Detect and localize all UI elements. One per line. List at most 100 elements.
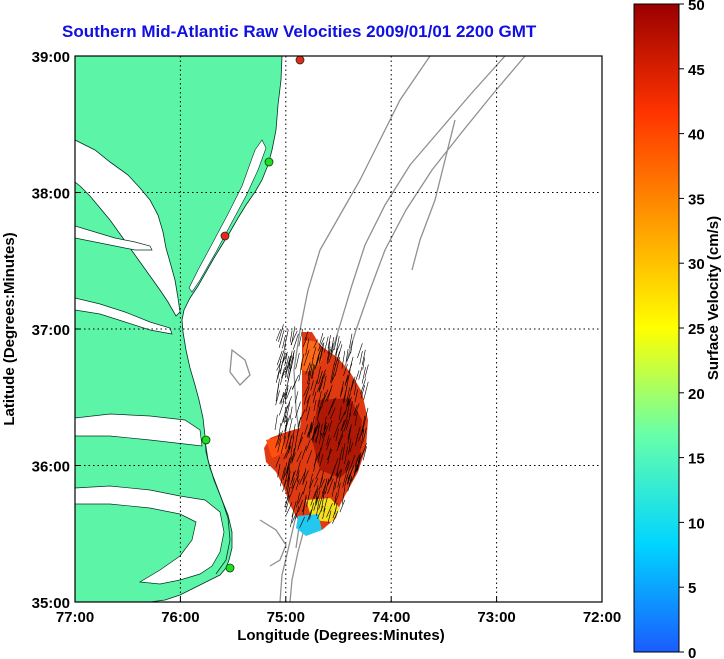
velocity-vector xyxy=(309,473,313,489)
colorbar-tick-label: 10 xyxy=(688,515,705,532)
velocity-vector xyxy=(363,407,369,427)
velocity-vector xyxy=(315,488,319,504)
velocity-vector xyxy=(340,381,345,395)
velocity-vector xyxy=(344,459,350,471)
velocity-vector xyxy=(332,508,337,519)
velocity-vector xyxy=(313,339,318,349)
velocity-vector xyxy=(325,478,330,494)
velocity-vector xyxy=(320,491,325,512)
velocity-vector xyxy=(316,498,320,517)
lat-tick-label: 39:00 xyxy=(32,49,70,66)
velocity-vector xyxy=(313,477,319,488)
velocity-vector xyxy=(280,345,286,360)
velocity-vector xyxy=(311,363,315,379)
velocity-vector xyxy=(344,399,350,416)
velocity-vector xyxy=(345,348,349,362)
velocity-vector xyxy=(314,484,319,499)
velocity-vector xyxy=(327,341,331,354)
velocity-vector xyxy=(294,391,299,404)
velocity-vector xyxy=(354,389,358,403)
velocity-vector xyxy=(298,436,304,448)
velocity-vector xyxy=(337,482,341,495)
velocity-vector xyxy=(295,352,300,370)
velocity-vector xyxy=(340,419,345,432)
velocity-vector xyxy=(335,428,339,442)
velocity-vector xyxy=(319,332,324,346)
colorbar-tick-label: 5 xyxy=(688,580,696,597)
velocity-vector xyxy=(335,457,341,476)
velocity-vector xyxy=(364,364,369,378)
velocity-vector xyxy=(326,384,333,402)
velocity-vector xyxy=(358,449,365,463)
velocity-vector xyxy=(307,424,314,438)
velocity-vector xyxy=(287,355,291,367)
velocity-vector xyxy=(330,373,336,384)
velocity-vector xyxy=(290,470,296,486)
velocity-vector xyxy=(306,489,311,507)
velocity-vector xyxy=(354,370,360,384)
velocity-vector xyxy=(338,406,342,421)
velocity-vector xyxy=(333,334,338,350)
velocity-vector xyxy=(346,387,351,402)
velocity-vector xyxy=(323,389,329,400)
velocity-vector xyxy=(324,389,332,402)
velocity-vector xyxy=(283,385,288,398)
velocity-vector xyxy=(319,423,323,436)
velocity-vector xyxy=(284,359,291,376)
velocity-vector xyxy=(332,510,339,524)
colorbar-tick-label: 20 xyxy=(688,386,705,403)
velocity-vector xyxy=(318,370,323,384)
velocity-vector xyxy=(317,376,324,393)
velocity-vector xyxy=(286,456,293,474)
velocity-vector xyxy=(324,336,329,353)
outer-banks xyxy=(204,439,231,575)
velocity-vector xyxy=(298,491,304,504)
colorbar-label: Surface Velocity (cm/s) xyxy=(705,216,722,380)
velocity-vector xyxy=(354,411,358,426)
velocity-vector xyxy=(295,479,300,490)
velocity-vector xyxy=(316,366,321,385)
map-content xyxy=(75,56,602,602)
velocity-vector xyxy=(282,462,288,480)
velocity-vector xyxy=(277,463,281,478)
velocity-vector xyxy=(335,336,340,354)
velocity-vector xyxy=(304,386,310,401)
velocity-vector xyxy=(362,357,365,370)
colorbar-tick-label: 35 xyxy=(688,191,705,208)
velocity-vector xyxy=(317,447,322,463)
x-axis-label: Longitude (Degrees:Minutes) xyxy=(237,627,445,644)
velocity-vector xyxy=(349,454,356,470)
hf-radar-station xyxy=(225,563,235,573)
velocity-vector xyxy=(326,346,331,361)
velocity-vector xyxy=(305,362,311,375)
velocity-vector xyxy=(275,383,280,402)
velocity-vector xyxy=(345,461,351,474)
velocity-vector xyxy=(339,447,343,460)
velocity-vector xyxy=(326,449,333,461)
velocity-vector xyxy=(339,411,346,425)
velocity-vector xyxy=(295,428,299,446)
velocity-vector xyxy=(318,398,324,411)
velocity-vector xyxy=(322,422,327,438)
velocity-vector xyxy=(282,407,287,423)
velocity-vector xyxy=(347,472,352,485)
velocity-vector xyxy=(356,426,361,439)
velocity-vector xyxy=(284,329,289,348)
velocity-vector xyxy=(299,516,305,528)
velocity-vector xyxy=(297,416,302,428)
velocity-vector xyxy=(317,336,325,352)
velocity-vector xyxy=(346,400,351,417)
velocity-vector xyxy=(281,367,285,379)
velocity-vector xyxy=(306,394,311,404)
pamlico-sound xyxy=(75,485,225,585)
velocity-vector xyxy=(326,503,333,518)
velocity-vector xyxy=(275,328,282,341)
velocity-vector xyxy=(318,432,322,445)
velocity-vector xyxy=(340,415,348,432)
velocity-vector xyxy=(351,469,357,482)
velocity-vector xyxy=(334,471,339,490)
velocity-vector xyxy=(296,451,302,463)
velocity-vector xyxy=(302,470,309,485)
velocity-vector xyxy=(314,356,320,370)
velocity-vector xyxy=(343,364,348,376)
